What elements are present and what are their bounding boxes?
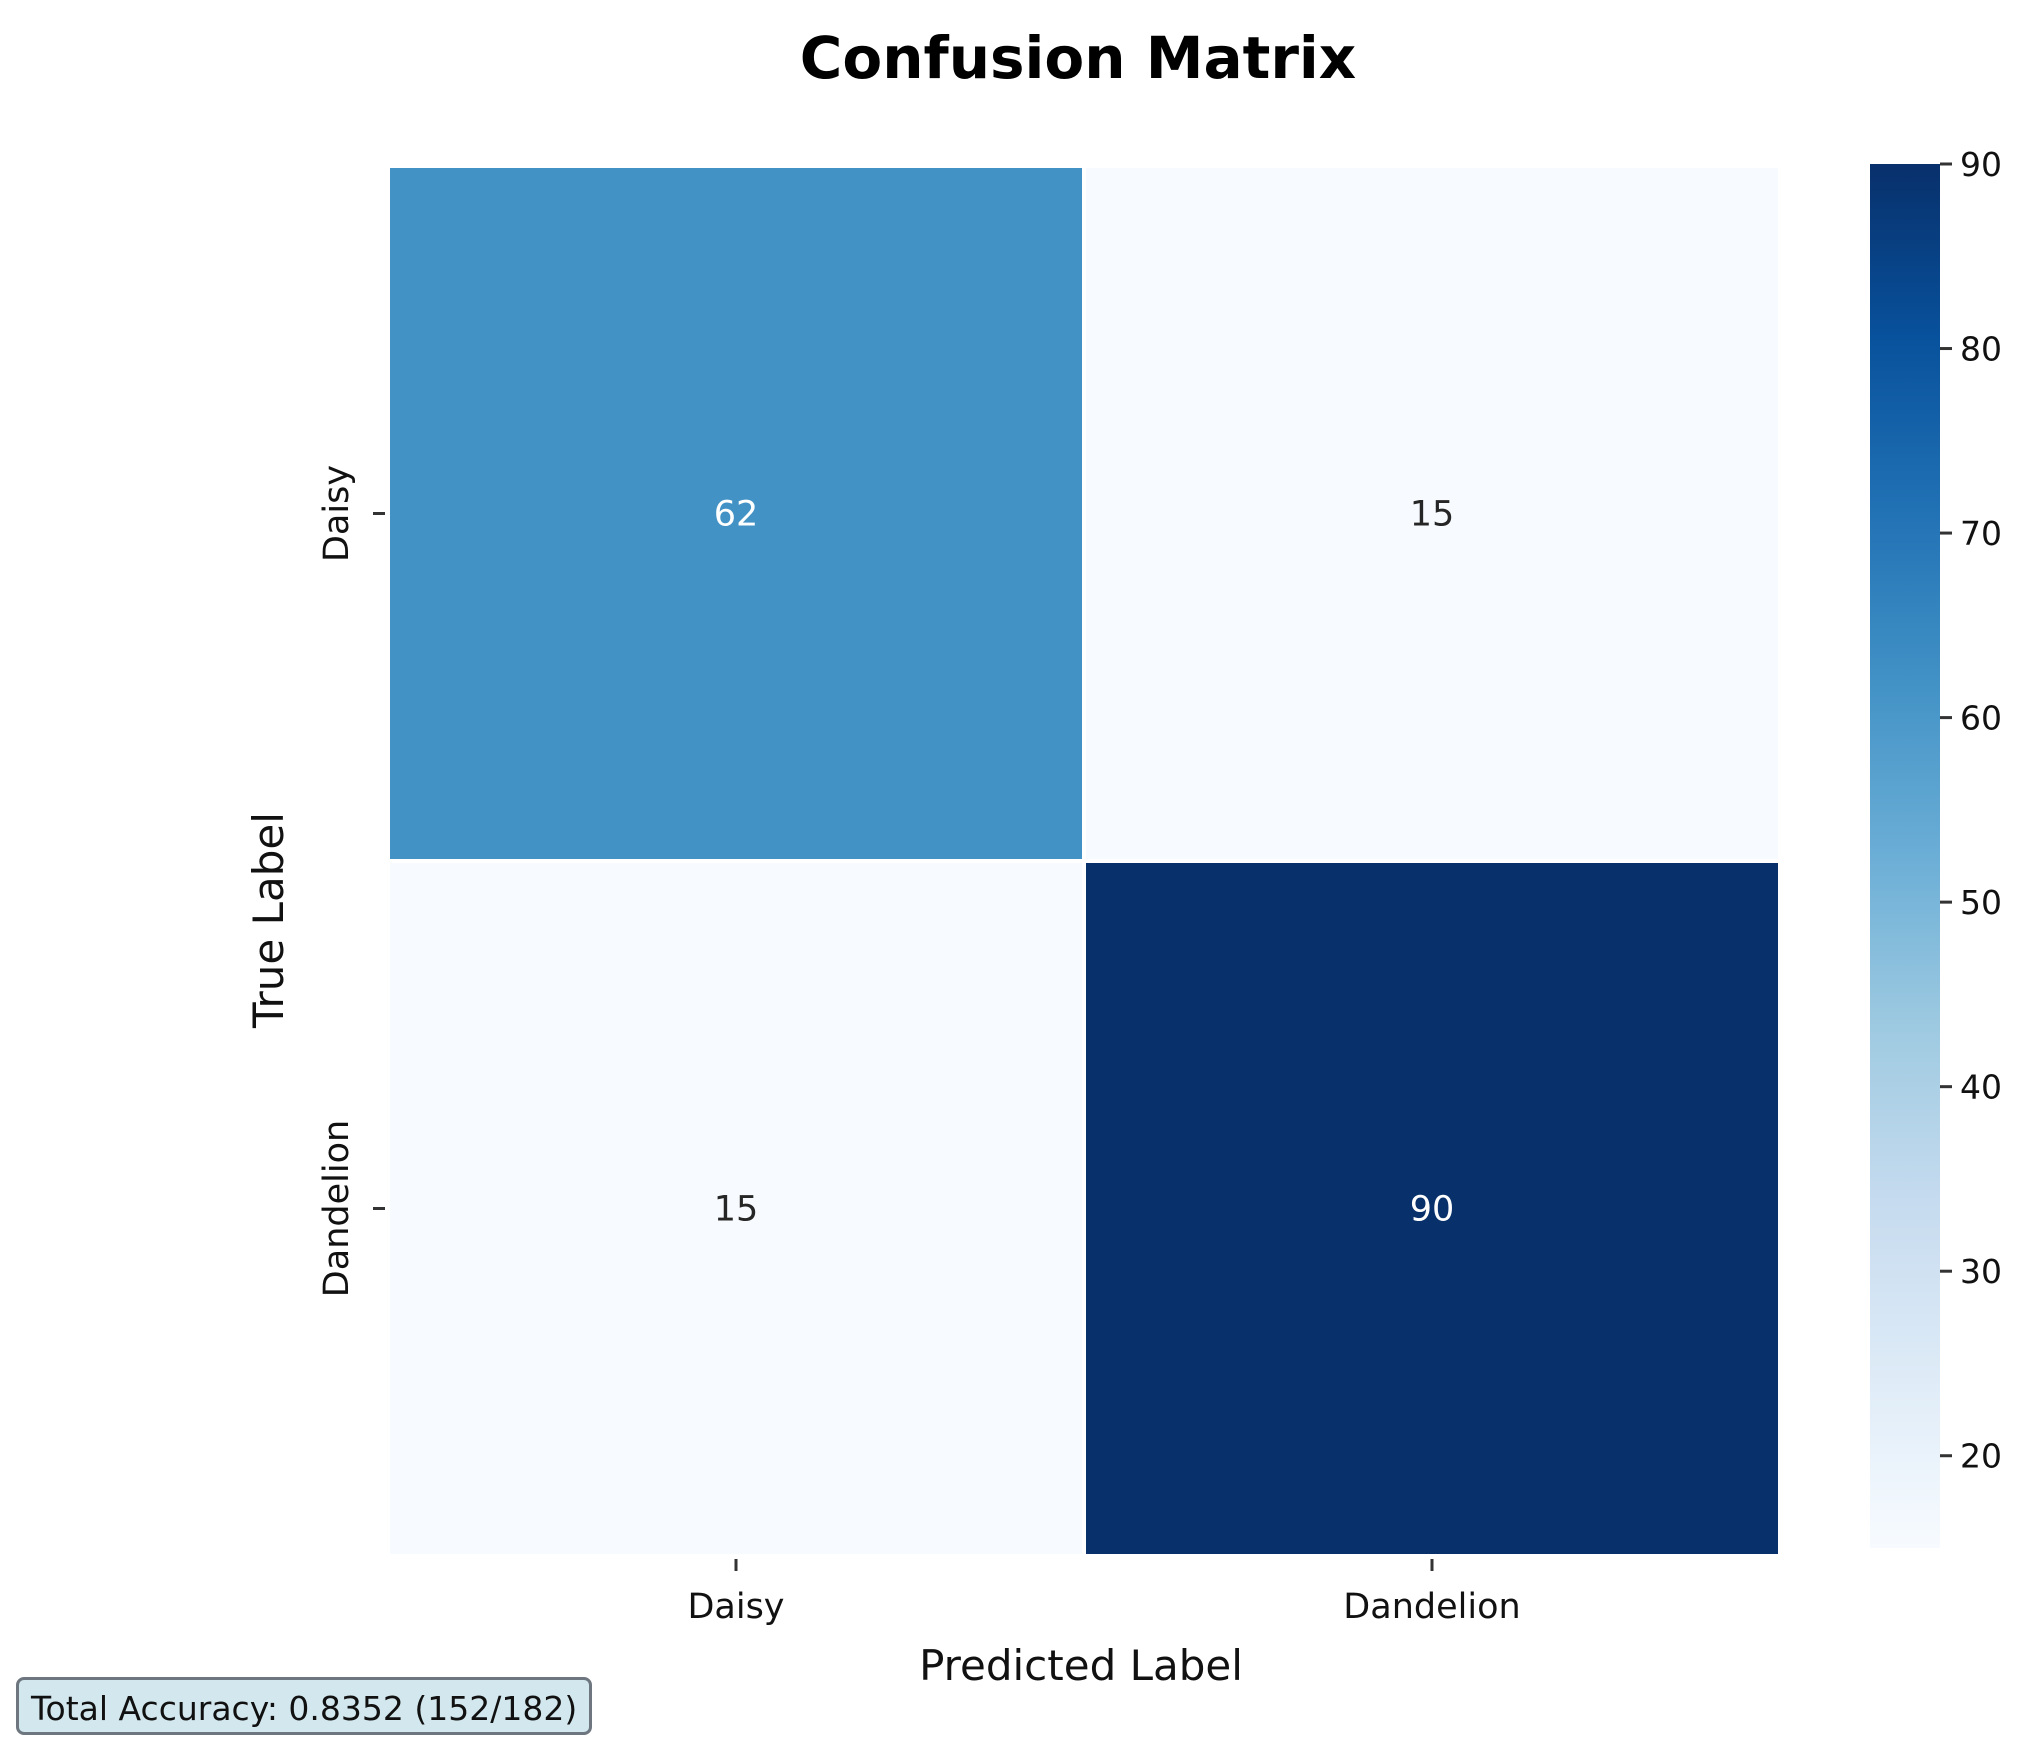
accuracy-annotation: Total Accuracy: 0.8352 (152/182) <box>16 1677 593 1735</box>
chart-title: Confusion Matrix <box>800 24 1356 92</box>
x-axis-label: Predicted Label <box>919 1641 1243 1690</box>
y-axis-ticks: Daisy Dandelion <box>317 465 385 1297</box>
colorbar-tick-label: 20 <box>1960 1437 2002 1476</box>
colorbar-tick-label: 80 <box>1960 330 2002 369</box>
cell-value-label: 90 <box>1410 1190 1455 1230</box>
cell-value-label: 15 <box>1410 495 1455 535</box>
y-tick-label: Dandelion <box>317 1120 357 1297</box>
colorbar-tick-label: 60 <box>1960 699 2002 738</box>
heatmap-cell <box>1082 164 1782 863</box>
y-tick-label: Daisy <box>317 465 357 562</box>
heatmap-cell-labels: 62 15 15 90 <box>714 495 1455 1230</box>
cell-value-label: 15 <box>714 1190 759 1230</box>
heatmap-cell <box>1082 859 1782 1558</box>
heatmap-cell <box>386 859 1086 1558</box>
x-tick-label: Daisy <box>687 1587 784 1627</box>
x-tick-label: Dandelion <box>1343 1587 1520 1627</box>
x-axis-ticks: Daisy Dandelion <box>687 1559 1521 1627</box>
heatmap-cells <box>386 164 1782 1558</box>
colorbar <box>1870 164 1940 1548</box>
colorbar-tick-label: 90 <box>1960 145 2002 184</box>
colorbar-ticks: 20 30 40 50 60 70 80 90 <box>1940 145 2002 1476</box>
cell-value-label: 62 <box>714 495 759 535</box>
y-axis-label: True Label <box>244 812 293 1029</box>
colorbar-tick-label: 40 <box>1960 1068 2002 1107</box>
colorbar-tick-label: 30 <box>1960 1252 2002 1291</box>
colorbar-tick-label: 70 <box>1960 514 2002 553</box>
colorbar-tick-label: 50 <box>1960 883 2002 922</box>
heatmap-cell <box>386 164 1086 863</box>
